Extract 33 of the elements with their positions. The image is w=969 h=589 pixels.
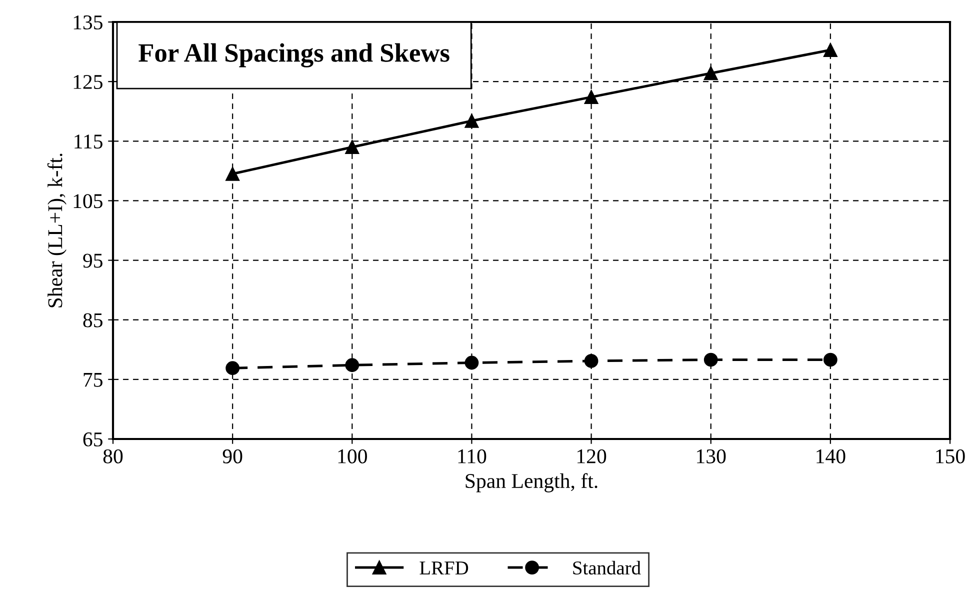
y-tick-label: 125 [74,75,102,90]
x-tick-label: 130 [697,449,726,464]
y-tick-label: 135 [74,15,102,30]
point [823,43,838,57]
point [584,90,598,104]
y-tick-label: 105 [74,194,102,208]
x-tick-label: 110 [458,449,486,464]
point [226,166,240,181]
x-tick-label: 90 [222,449,242,464]
point [226,361,240,376]
legend-label: Standard [573,560,641,575]
point [345,140,360,154]
x-tick-label: 150 [936,449,965,464]
y-tick-label: 115 [74,134,102,149]
y-tick-label: 95 [83,254,102,268]
y-tick-label: 65 [83,432,102,446]
y-tick-label: 75 [84,373,102,387]
y-axis-title: Shear (LL+I), k-ft. [47,154,66,308]
point [704,66,718,80]
x-axis-title: Span Length, ft. [466,473,598,492]
x-tick-label: 120 [577,449,606,464]
point [584,354,598,368]
point [823,352,838,367]
point [464,356,479,370]
point [345,358,360,372]
x-tick-label: 100 [338,449,367,464]
legend-label: LRFD [420,562,468,574]
x-tick-label: 80 [103,449,123,464]
point [704,352,718,367]
annotation: For All Spacings and Skews [138,43,450,68]
x-tick-label: 140 [816,449,846,464]
y-tick-label: 85 [83,313,102,328]
point [464,114,479,128]
